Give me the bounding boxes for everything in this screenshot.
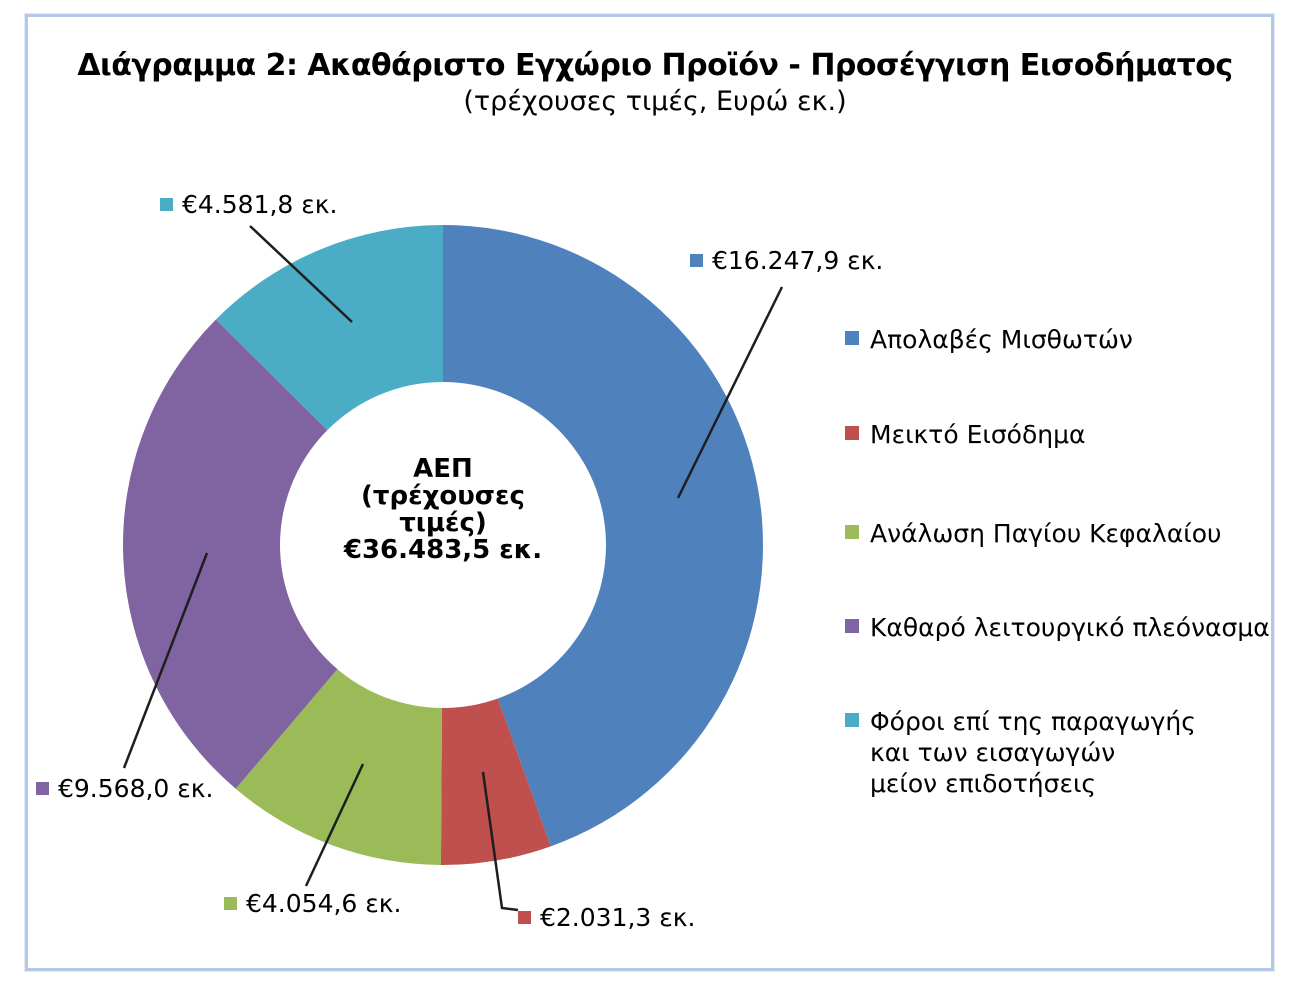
value-label-text: €4.581,8 εκ. xyxy=(182,190,338,219)
legend-label-line-3: μείον επιδοτήσεις xyxy=(870,769,1097,798)
legend-swatch-icon xyxy=(845,525,859,539)
value-label-foroi-paragogis: €4.581,8 εκ. xyxy=(160,190,337,219)
legend-label: Απολαβές Μισθωτών xyxy=(870,325,1133,354)
legend-label: Μεικτό Εισόδημα xyxy=(870,420,1086,449)
donut-slice-1 xyxy=(440,698,551,865)
donut-slice-3 xyxy=(123,319,338,789)
legend-item-analosi-pagiou-kefalaiou: Ανάλωση Παγίου Κεφαλαίου xyxy=(845,518,1222,549)
center-label-line-4: €36.483,5 εκ. xyxy=(343,535,543,565)
leader-line-3 xyxy=(122,552,209,769)
legend-item-katharo-pleonasma: Καθαρό λειτουργικό πλεόνασμα xyxy=(845,612,1270,643)
value-swatch-icon xyxy=(36,782,49,795)
leader-line-2 xyxy=(304,763,365,887)
center-label-line-2: (τρέχουσες xyxy=(361,481,525,511)
value-label-text: €2.031,3 εκ. xyxy=(540,903,696,932)
value-label-text: €9.568,0 εκ. xyxy=(58,774,214,803)
value-label-apolaves-misthoton: €16.247,9 εκ. xyxy=(690,246,883,275)
value-label-katharo-pleonasma: €9.568,0 εκ. xyxy=(36,774,213,803)
legend-label: Ανάλωση Παγίου Κεφαλαίου xyxy=(870,519,1222,548)
legend-label: Φόροι επί της παραγωγής και των εισαγωγώ… xyxy=(870,706,1196,799)
leader-line-0 xyxy=(676,286,784,499)
legend-label-line-2: και των εισαγωγών xyxy=(870,738,1116,767)
legend-label-line-1: Φόροι επί της παραγωγής xyxy=(870,707,1196,736)
value-swatch-icon xyxy=(518,911,531,924)
legend-swatch-icon xyxy=(845,426,859,440)
legend-item-meikto-eisodima: Μεικτό Εισόδημα xyxy=(845,419,1086,450)
legend-swatch-icon xyxy=(845,713,859,727)
center-label-line-1: ΑΕΠ xyxy=(413,454,473,484)
legend-swatch-icon xyxy=(845,331,859,345)
chart-subtitle: (τρέχουσες τιμές, Ευρώ εκ.) xyxy=(463,86,847,117)
legend-label: Καθαρό λειτουργικό πλεόνασμα xyxy=(870,613,1270,642)
donut-slice-2 xyxy=(235,669,442,865)
value-label-analosi-pagiou-kefalaiou: €4.054,6 εκ. xyxy=(224,889,401,918)
chart-title: Διάγραμμα 2: Ακαθάριστο Εγχώριο Προϊόν -… xyxy=(77,48,1233,83)
value-swatch-icon xyxy=(160,198,173,211)
leader-line-1 xyxy=(481,771,519,912)
donut-slice-0 xyxy=(443,225,764,847)
legend-item-foroi-paragogis: Φόροι επί της παραγωγής και των εισαγωγώ… xyxy=(845,706,1196,799)
value-swatch-icon xyxy=(224,897,237,910)
legend-swatch-icon xyxy=(845,619,859,633)
center-label-line-3: τιμές) xyxy=(399,508,487,538)
value-label-text: €16.247,9 εκ. xyxy=(712,246,884,275)
legend-item-apolaves-misthoton: Απολαβές Μισθωτών xyxy=(845,324,1133,355)
donut-center-label: ΑΕΠ (τρέχουσες τιμές) €36.483,5 εκ. xyxy=(293,456,593,564)
leader-line-4 xyxy=(249,225,353,323)
value-label-text: €4.054,6 εκ. xyxy=(246,889,402,918)
value-label-meikto-eisodima: €2.031,3 εκ. xyxy=(518,903,695,932)
value-swatch-icon xyxy=(690,254,703,267)
donut-slice-4 xyxy=(215,225,443,431)
